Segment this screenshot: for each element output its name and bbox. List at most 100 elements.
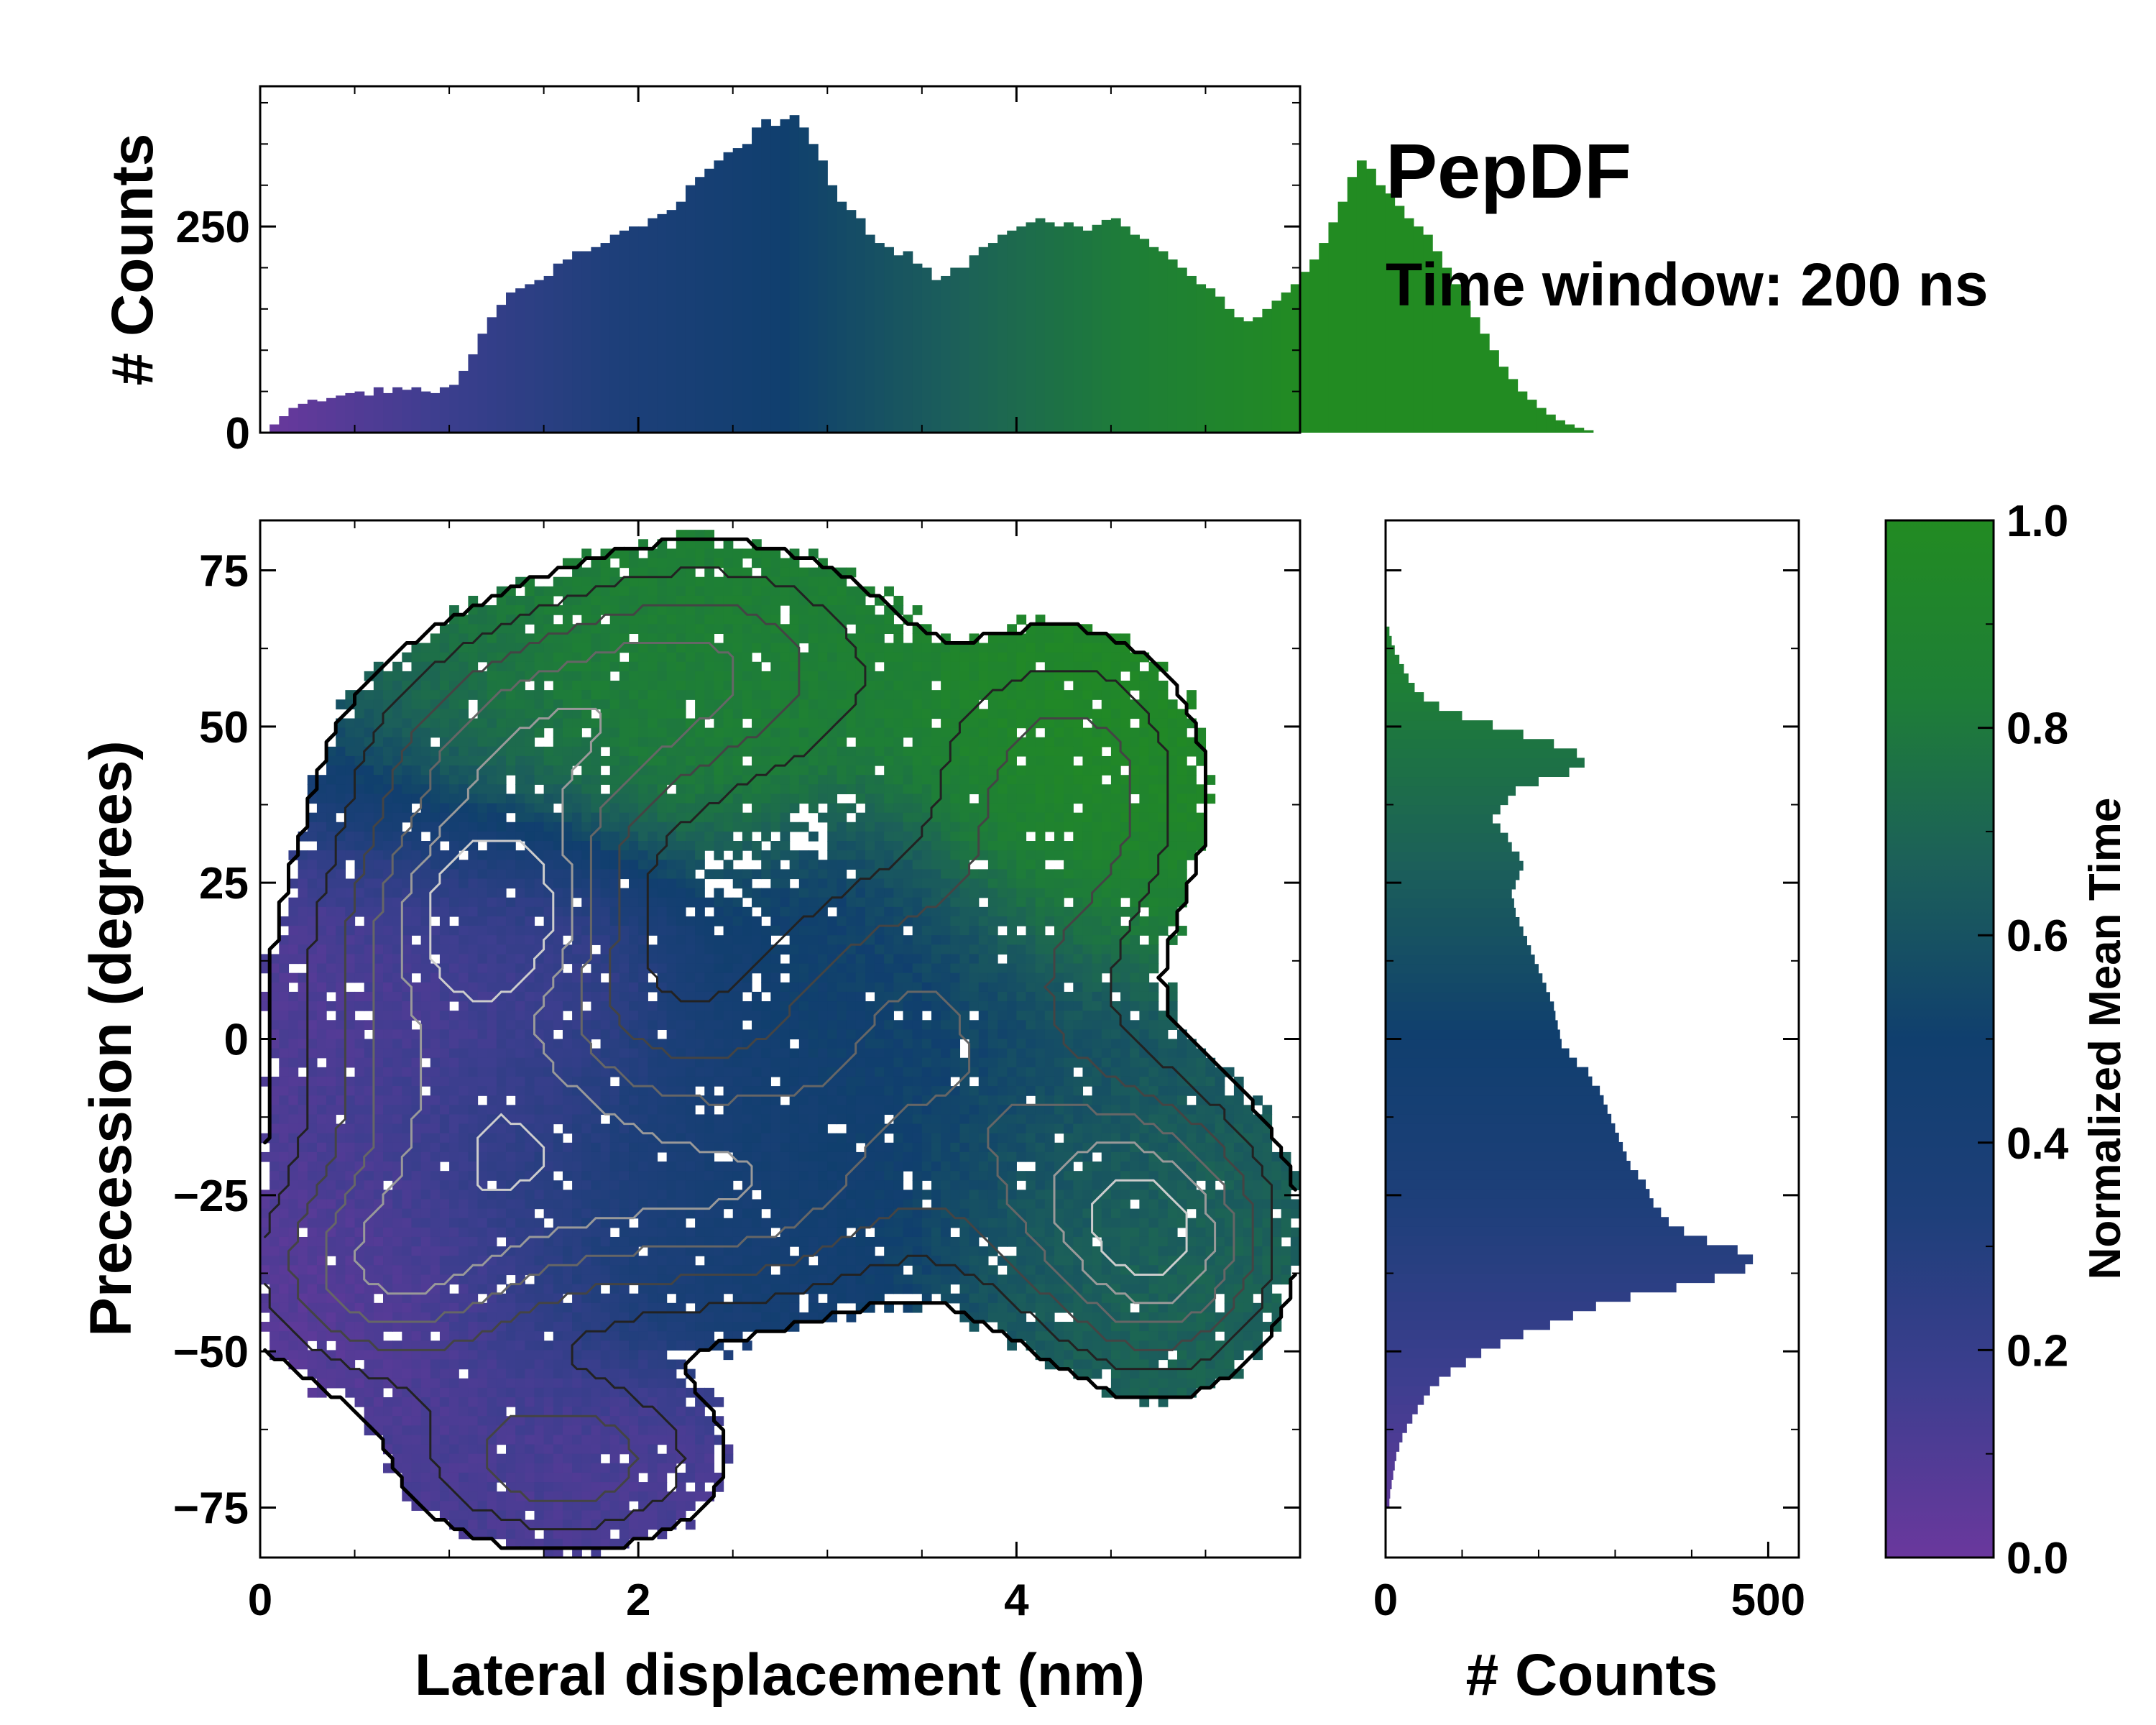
heatmap-cell — [695, 784, 705, 795]
heatmap-cell — [987, 850, 998, 860]
heatmap-cell — [969, 652, 980, 663]
heatmap-cell — [648, 595, 658, 606]
heatmap-cell — [723, 737, 734, 748]
heatmap-cell — [855, 926, 866, 936]
heatmap-cell — [761, 709, 771, 719]
heatmap-cell — [912, 784, 923, 795]
heatmap-cell — [903, 897, 913, 908]
heatmap-cell — [1110, 926, 1121, 936]
heatmap-cell — [846, 831, 857, 842]
heatmap-cell — [1110, 1048, 1121, 1059]
heatmap-cell — [998, 972, 1008, 983]
top-histogram-bar — [959, 267, 970, 433]
heatmap-cell — [373, 709, 384, 719]
heatmap-cell — [903, 1011, 913, 1021]
heatmap-cell — [392, 831, 402, 842]
heatmap-cell — [648, 558, 658, 569]
heatmap-cell — [666, 897, 677, 908]
heatmap-cell — [1082, 755, 1093, 766]
heatmap-cell — [439, 1039, 450, 1049]
heatmap-cell — [534, 1057, 545, 1068]
heatmap-cell — [534, 841, 545, 851]
heatmap-cell — [430, 935, 441, 945]
heatmap-cell — [912, 991, 923, 1002]
heatmap-cell — [808, 1057, 819, 1068]
heatmap-cell — [780, 652, 791, 663]
heatmap-cell — [326, 1105, 336, 1116]
heatmap-cell — [1110, 661, 1121, 672]
heatmap-cell — [629, 718, 639, 729]
heatmap-cell — [619, 558, 630, 569]
heatmap-cell — [893, 982, 904, 993]
heatmap-cell — [430, 794, 441, 804]
heatmap-cell — [1073, 878, 1084, 889]
heatmap-cell — [1167, 860, 1178, 870]
heatmap-cell — [1176, 727, 1187, 738]
heatmap-cell — [591, 803, 602, 814]
heatmap-cell — [392, 727, 402, 738]
heatmap-cell — [704, 605, 715, 615]
heatmap-cell — [818, 699, 828, 709]
heatmap-cell — [1064, 624, 1074, 635]
heatmap-cell — [912, 755, 923, 766]
heatmap-cell — [875, 822, 885, 832]
top-histogram-frame — [259, 85, 1302, 434]
heatmap-cell — [978, 1039, 989, 1049]
heatmap-cell — [969, 661, 980, 672]
heatmap-cell — [392, 803, 402, 814]
heatmap-cell — [742, 878, 752, 889]
heatmap-cell — [846, 935, 857, 945]
heatmap-cell — [950, 709, 961, 719]
heatmap-cell — [1101, 709, 1112, 719]
heatmap-cell — [1007, 926, 1017, 936]
heatmap-cell — [420, 1095, 431, 1105]
heatmap-cell — [676, 906, 686, 917]
heatmap-cell — [1101, 652, 1112, 663]
top-histogram-bar — [1337, 201, 1348, 433]
heatmap-cell — [1016, 1067, 1027, 1077]
heatmap-cell — [704, 926, 715, 936]
heatmap-cell — [723, 794, 734, 804]
heatmap-cell — [931, 860, 941, 870]
heatmap-cell — [1082, 643, 1093, 653]
heatmap-cell — [562, 737, 573, 748]
heatmap-cell — [392, 991, 402, 1002]
heatmap-cell — [638, 718, 648, 729]
heatmap-cell — [752, 1095, 762, 1105]
heatmap-cell — [581, 822, 592, 832]
heatmap-cell — [921, 926, 932, 936]
heatmap-cell — [723, 681, 734, 691]
heatmap-cell — [1044, 652, 1055, 663]
heatmap-cell — [354, 860, 365, 870]
heatmap-cell — [903, 727, 913, 738]
heatmap-cell — [402, 671, 413, 681]
heatmap-cell — [884, 831, 894, 842]
heatmap-cell — [884, 1001, 894, 1011]
heatmap-cell — [884, 586, 894, 597]
heatmap-cell — [1073, 652, 1084, 663]
heatmap-cell — [477, 878, 488, 889]
heatmap-cell — [638, 916, 648, 926]
heatmap-cell — [288, 954, 299, 965]
heatmap-cell — [449, 897, 459, 908]
heatmap-cell — [704, 972, 715, 983]
heatmap-cell — [1120, 737, 1130, 748]
heatmap-cell — [1026, 765, 1036, 776]
heatmap-cell — [875, 681, 885, 691]
heatmap-cell — [354, 841, 365, 851]
top-histogram-bar — [1423, 234, 1433, 433]
heatmap-cell — [1064, 1076, 1074, 1087]
heatmap-cell — [732, 963, 743, 974]
heatmap-cell — [1035, 982, 1046, 993]
heatmap-cell — [837, 954, 847, 965]
heatmap-cell — [449, 671, 459, 681]
heatmap-cell — [732, 699, 743, 709]
heatmap-cell — [1167, 699, 1178, 709]
heatmap-cell — [543, 972, 554, 983]
heatmap-cell — [1073, 709, 1084, 719]
heatmap-cell — [1064, 709, 1074, 719]
heatmap-cell — [780, 784, 791, 795]
heatmap-cell — [316, 1086, 327, 1096]
heatmap-cell — [449, 1011, 459, 1021]
heatmap-cell — [798, 755, 809, 766]
